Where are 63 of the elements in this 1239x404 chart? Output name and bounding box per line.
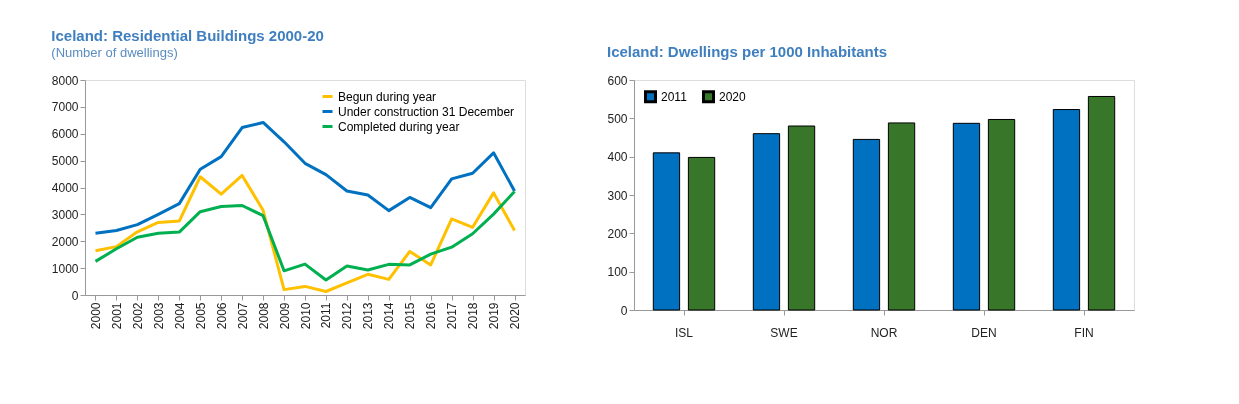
legend-label: Begun during year (338, 89, 437, 104)
y-tick-label: 4000 (51, 181, 79, 195)
y-tick-label: 600 (607, 73, 628, 88)
y-tick-label: 5000 (51, 154, 79, 169)
x-tick-label: DEN (971, 325, 997, 340)
line-series (93, 190, 517, 282)
x-tick-label: 2020 (508, 302, 523, 330)
x-tick-label: 2012 (340, 302, 355, 330)
x-tick-label: 2004 (172, 302, 187, 330)
x-tick-label: 2000 (88, 302, 103, 330)
y-tick-label: 0 (71, 288, 79, 303)
x-tick-label: 2009 (277, 302, 292, 330)
x-tick-label: 2015 (403, 302, 418, 330)
x-tick-label: 2005 (193, 302, 208, 330)
chart-subtitle: (Number of dwellings) (51, 45, 178, 60)
x-tick-label: 2002 (130, 302, 145, 330)
x-tick-label: 2019 (487, 302, 502, 330)
x-tick-label: 2013 (361, 302, 376, 330)
y-tick-label: 500 (607, 111, 628, 126)
y-tick-label: 8000 (51, 73, 79, 88)
chart-title: Iceland: Dwellings per 1000 Inhabitants (606, 43, 888, 60)
x-tick-label: SWE (770, 325, 798, 340)
x-tick-label: 2016 (424, 302, 439, 330)
x-tick-label: ISL (674, 325, 694, 340)
bar (787, 125, 816, 311)
bar (887, 122, 916, 311)
legend-label: 2020 (719, 89, 747, 104)
y-tick-label: 200 (607, 226, 628, 241)
line-series (93, 173, 517, 294)
y-tick-label: 2000 (51, 234, 79, 249)
x-tick-label: 2007 (235, 302, 250, 330)
chart-title: Iceland: Residential Buildings 2000-20 (51, 27, 324, 44)
y-tick-label: 300 (607, 188, 628, 203)
y-tick-label: 3000 (51, 207, 79, 222)
bar (687, 156, 716, 311)
x-tick-label: 2008 (256, 302, 271, 330)
x-tick-label: 2014 (382, 302, 397, 330)
bar (852, 138, 881, 311)
x-tick-label: 2017 (445, 302, 460, 330)
bar (1087, 95, 1116, 311)
bar (652, 152, 681, 311)
x-tick-label: FIN (1074, 325, 1094, 340)
y-tick-label: 100 (607, 265, 628, 280)
x-tick-label: 2010 (298, 302, 313, 330)
bar (752, 133, 781, 311)
bar (987, 118, 1016, 311)
x-tick-label: NOR (870, 325, 898, 340)
y-tick-label: 0 (620, 303, 628, 318)
legend-label: 2011 (661, 89, 688, 104)
x-tick-label: 2003 (151, 302, 166, 330)
x-tick-label: 2006 (214, 302, 229, 330)
x-tick-label: 2011 (319, 302, 334, 329)
bar (952, 122, 981, 311)
line-series (93, 120, 517, 235)
y-tick-label: 6000 (51, 127, 79, 142)
y-tick-label: 1000 (51, 261, 79, 276)
y-tick-label: 400 (607, 150, 628, 165)
bar (1052, 109, 1081, 311)
legend-label: Under construction 31 December (338, 104, 515, 119)
x-tick-label: 2018 (466, 302, 481, 330)
x-tick-label: 2001 (109, 302, 124, 330)
y-tick-label: 7000 (51, 100, 79, 115)
legend-label: Completed during year (338, 119, 460, 134)
